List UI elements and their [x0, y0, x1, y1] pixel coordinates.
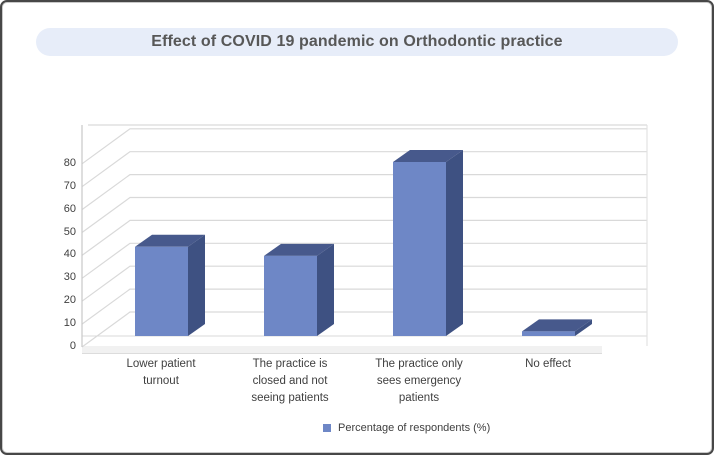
chart-title-pill: Effect of COVID 19 pandemic on Orthodont…	[36, 28, 678, 56]
gridline	[81, 288, 647, 325]
legend-label: Percentage of respondents (%)	[338, 422, 491, 434]
bar-side-face	[317, 243, 334, 336]
chart-floor	[82, 346, 602, 353]
bar-front-face	[264, 255, 317, 336]
y-tick-label: 70	[63, 179, 76, 192]
legend: Percentage of respondents (%)	[323, 421, 490, 435]
bar-front-face	[135, 246, 188, 336]
bar-front-face	[393, 161, 446, 336]
bar-side-face	[446, 149, 463, 336]
x-axis-label: No effect	[525, 358, 571, 370]
x-axis-label: Lower patient turnout	[126, 358, 196, 387]
bar-top-face	[135, 234, 205, 247]
gridline	[81, 219, 647, 256]
y-tick-label: 20	[63, 294, 76, 307]
bar-top-face	[393, 149, 463, 162]
gridline	[81, 151, 647, 188]
bar-top-face	[264, 243, 334, 256]
gridline	[81, 174, 647, 211]
bar-front-face	[522, 331, 575, 336]
y-tick-label: 60	[63, 202, 76, 215]
y-tick-label: 80	[63, 156, 76, 169]
gridline	[81, 196, 647, 233]
gridline	[81, 311, 647, 348]
x-axis-label: The practice only sees emergency patient…	[375, 358, 463, 404]
y-tick-label: 50	[63, 225, 76, 238]
y-tick-label: 0	[69, 340, 76, 352]
y-tick-label: 40	[63, 248, 76, 261]
y-tick-label: 30	[63, 271, 76, 284]
gridline	[81, 128, 647, 165]
legend-swatch	[323, 424, 331, 432]
bar-side-face	[575, 319, 592, 336]
gridline	[81, 242, 647, 279]
x-axis-label: The practice is closed and not seeing pa…	[251, 358, 329, 404]
chart-title: Effect of COVID 19 pandemic on Orthodont…	[151, 33, 563, 50]
gridline	[81, 265, 647, 302]
y-tick-label: 10	[63, 317, 76, 330]
bar-side-face	[188, 234, 205, 336]
bar-top-face	[522, 319, 592, 332]
